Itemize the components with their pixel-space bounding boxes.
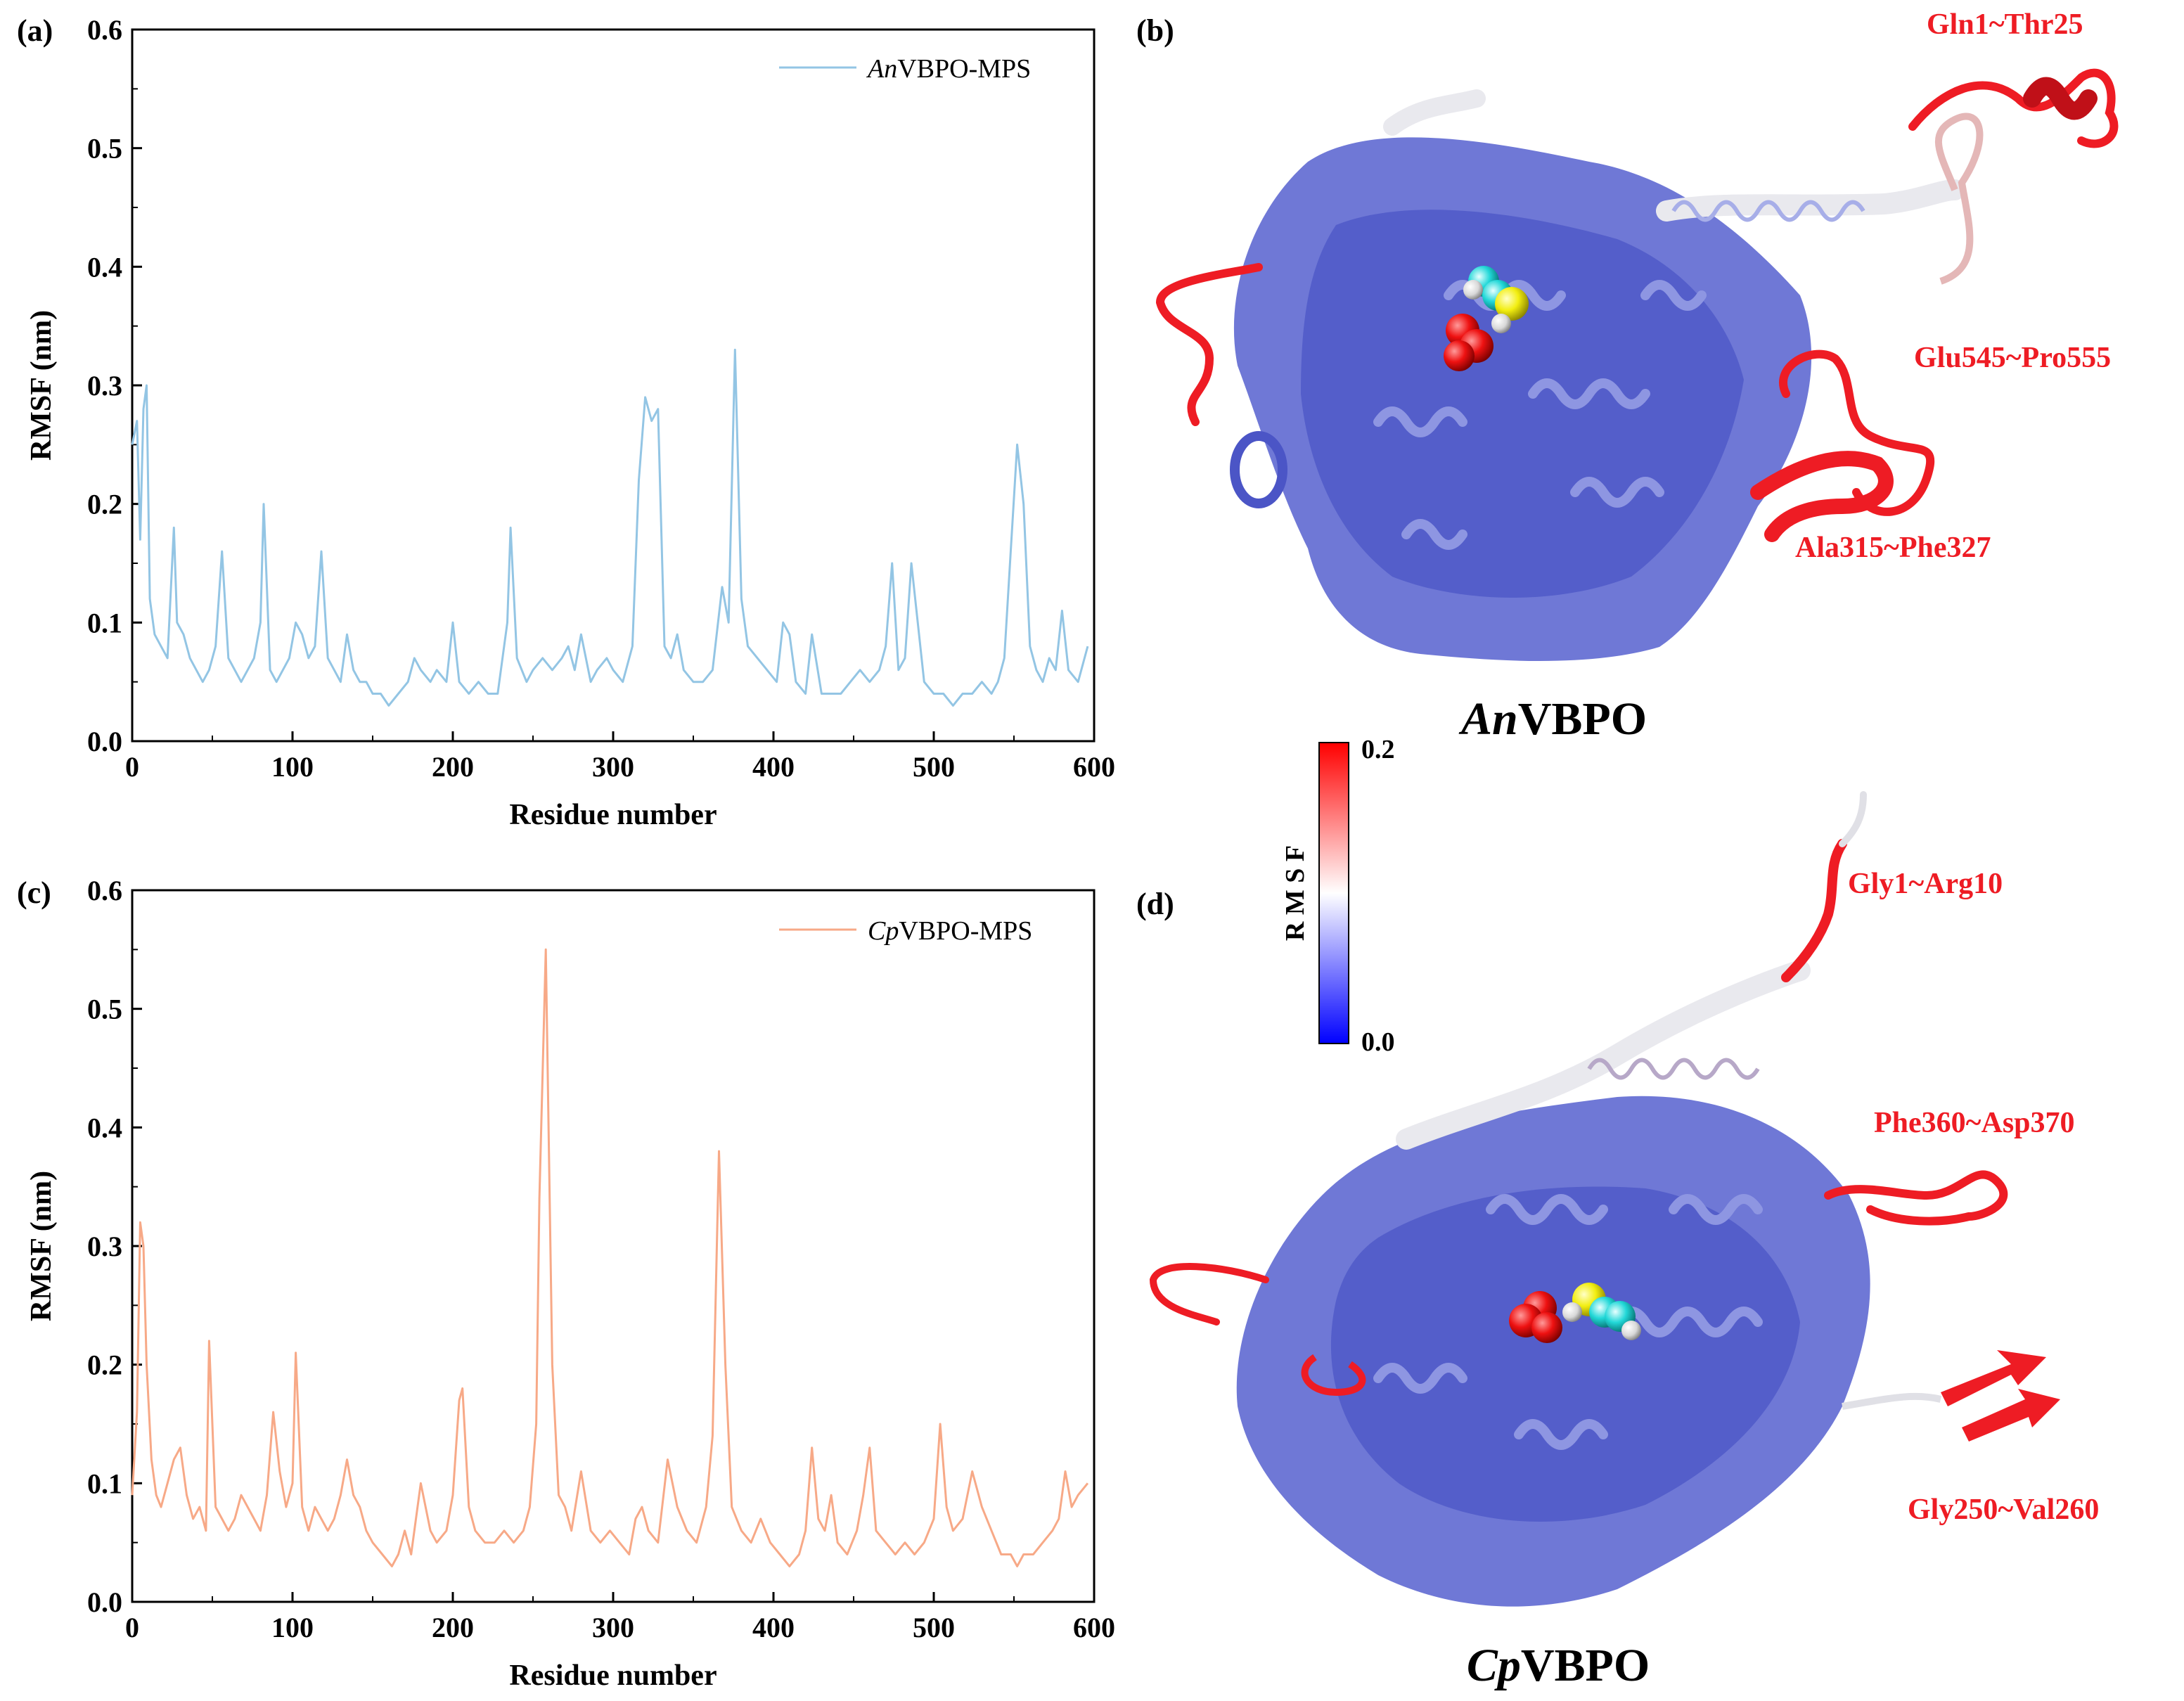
y-tick-label: 0.4 <box>87 1112 122 1143</box>
an-extended-helix-turns <box>1671 200 1865 222</box>
panel-b-label: (b) <box>1136 13 1174 48</box>
panel-b: (b) <box>1136 8 2119 745</box>
an-structure-title: AnVBPO <box>1458 693 1647 745</box>
rmsf-series-line <box>131 348 1089 707</box>
x-axis-title-a: Residue number <box>509 799 717 831</box>
an-label-glu545-pro555: Glu545~Pro555 <box>1914 342 2111 374</box>
cp-extended-helix <box>1396 960 1811 1150</box>
x-tick-label: 500 <box>913 1612 955 1643</box>
plot-c-frame <box>131 889 1096 1603</box>
colorbar-gradient <box>1318 742 1349 1044</box>
plot-a-frame <box>131 28 1096 743</box>
cp-region-phe360-asp370 <box>1824 1170 2008 1226</box>
y-axis-title-c: RMSF (nm) <box>25 1171 58 1321</box>
an-region-gln1-thr25 <box>1908 68 2119 148</box>
rmsf-colorbar: 0.2 0.0 R M S F <box>1280 735 1395 1057</box>
an-left-red-loop <box>1155 263 1263 426</box>
x-tick-label: 100 <box>271 1612 314 1643</box>
cp-region-gly1-arg10 <box>1781 839 1847 982</box>
x-tick-label: 500 <box>913 751 955 783</box>
y-tick-label: 0.0 <box>87 1586 122 1618</box>
cp-sheet-connector <box>1842 1392 1942 1410</box>
cpvbpo-structure-render <box>1149 791 2060 1607</box>
legend-a: AnVBPO-MPS <box>779 54 1031 84</box>
x-tick-label: 600 <box>1073 751 1115 783</box>
panel-d-label: (d) <box>1136 887 1174 921</box>
an-ligand-spheres <box>1444 266 1529 371</box>
cp-tail-white <box>1839 791 1867 847</box>
y-tick-label: 0.3 <box>87 1231 122 1262</box>
cp-core-shadow <box>1330 1186 1800 1522</box>
legend-c-label: CpVBPO-MPS <box>868 916 1032 946</box>
y-tick-label: 0.0 <box>87 726 122 757</box>
y-axis-title-a: RMSF (nm) <box>25 310 58 461</box>
y-tick-label: 0.2 <box>87 489 122 520</box>
an-region-ala315-phe327 <box>1750 451 1894 542</box>
colorbar-min-label: 0.0 <box>1361 1027 1395 1057</box>
cp-structure-title: CpVBPO <box>1467 1640 1650 1691</box>
y-tick-label: 0.1 <box>87 607 122 638</box>
cp-helices <box>1373 1194 1763 1450</box>
an-label-ala315-phe327: Ala315~Phe327 <box>1795 532 1991 564</box>
y-tick-label: 0.1 <box>87 1468 122 1499</box>
colorbar-title: R M S F <box>1280 845 1310 941</box>
y-tick-label: 0.3 <box>87 370 122 402</box>
y-tick-label: 0.5 <box>87 994 122 1025</box>
x-axis-title-c: Residue number <box>509 1660 717 1692</box>
y-tick-label: 0.6 <box>87 875 122 906</box>
anvbpo-structure-render <box>1155 68 2119 661</box>
panel-a: (a) 0 100 200 300 400 500 600 0.0 0.1 0.2 0.3 0.4 0.… <box>17 13 1115 831</box>
panel-c: (c) 0 100 200 300 400 500 600 0.0 0.1 0.2 0.3 0.4 0.… <box>17 875 1115 1692</box>
an-right-loop <box>1934 113 1984 285</box>
cp-region-gly250-val260-strand1 <box>1941 1350 2046 1406</box>
x-tick-label: 0 <box>125 1612 139 1643</box>
an-core-shadow <box>1301 210 1744 598</box>
panel-a-label: (a) <box>17 13 53 48</box>
legend-c: CpVBPO-MPS <box>779 916 1032 946</box>
an-region-gln1-helix <box>2023 77 2098 120</box>
an-top-helix <box>1383 89 1486 136</box>
cp-inner-red-loop <box>1301 1354 1366 1397</box>
cp-ligand-spheres <box>1509 1283 1641 1343</box>
cp-extended-helix-turns <box>1587 1058 1760 1080</box>
x-tick-label: 200 <box>432 751 474 783</box>
cp-label-phe360-asp370: Phe360~Asp370 <box>1874 1107 2075 1139</box>
an-region-glu545-pro555 <box>1779 349 1935 516</box>
legend-a-label: AnVBPO-MPS <box>866 54 1031 84</box>
x-tick-label: 200 <box>432 1612 474 1643</box>
cp-region-gly250-val260-strand2 <box>1962 1389 2060 1442</box>
x-tick-label: 300 <box>592 751 634 783</box>
panel-d: (d) <box>1136 791 2099 1691</box>
x-tick-label: 100 <box>271 751 314 783</box>
cp-label-gly250-val260: Gly250~Val260 <box>1908 1494 2099 1526</box>
rmsf-chart-cp: 0 100 200 300 400 500 600 0.0 0.1 0.2 0.3 0.4 0.5 0.6 <box>87 875 1115 1643</box>
an-side-helix <box>1230 431 1287 508</box>
x-tick-label: 0 <box>125 751 139 783</box>
x-tick-label: 400 <box>752 1612 795 1643</box>
rmsf-series-line <box>131 948 1089 1567</box>
y-tick-label: 0.4 <box>87 251 122 283</box>
x-tick-label: 400 <box>752 751 795 783</box>
colorbar-max-label: 0.2 <box>1361 735 1395 764</box>
rmsf-chart-an: 0 100 200 300 400 500 600 0.0 0.1 0.2 0.3 0.4 0.5 0.6 <box>87 14 1115 783</box>
y-tick-label: 0.6 <box>87 14 122 46</box>
x-tick-label: 300 <box>592 1612 634 1643</box>
panel-c-label: (c) <box>17 875 51 910</box>
x-tick-label: 600 <box>1073 1612 1115 1643</box>
y-tick-label: 0.5 <box>87 133 122 165</box>
y-tick-label: 0.2 <box>87 1349 122 1381</box>
cp-label-gly1-arg10: Gly1~Arg10 <box>1848 868 2003 900</box>
an-label-gln1-thr25: Gln1~Thr25 <box>1927 8 2083 41</box>
cp-left-red-loop <box>1149 1263 1269 1326</box>
